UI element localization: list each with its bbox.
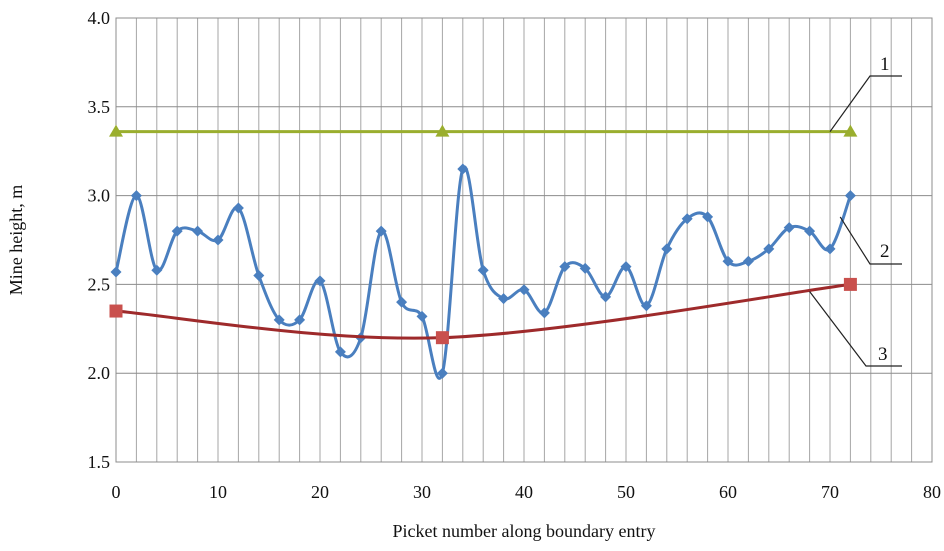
callout-leader-line: [829, 75, 902, 133]
x-axis-title: Picket number along boundary entry: [393, 521, 656, 541]
data-point: [620, 261, 632, 273]
y-axis-title: Mine height, m: [6, 185, 26, 296]
data-point: [559, 261, 571, 273]
plot-area-border: [115, 17, 933, 463]
data-point: [824, 243, 836, 255]
data-point: [702, 211, 714, 223]
x-tick-label: 80: [923, 482, 941, 502]
data-point: [109, 124, 123, 137]
x-tick-label: 20: [311, 482, 329, 502]
data-point: [192, 225, 204, 237]
x-tick-label: 30: [413, 482, 431, 502]
callout-leader-line: [809, 291, 902, 367]
callout-leader-line: [839, 216, 902, 265]
callout-label: 3: [878, 344, 888, 365]
y-tick-label: 3.0: [88, 186, 111, 206]
data-point: [477, 264, 489, 276]
data-point: [742, 255, 754, 267]
data-point: [640, 300, 652, 312]
y-tick-label: 2.0: [88, 363, 111, 383]
data-point: [843, 124, 858, 137]
data-point: [171, 225, 183, 237]
gridlines: [116, 17, 932, 462]
data-point: [294, 314, 306, 326]
data-point: [681, 213, 693, 225]
y-tick-label: 3.5: [88, 97, 111, 117]
data-point: [783, 222, 795, 234]
y-tick-label: 1.5: [88, 452, 111, 472]
data-point: [212, 234, 224, 246]
data-point: [375, 225, 387, 237]
data-point: [763, 243, 775, 255]
data-point: [661, 243, 673, 255]
series-2: [110, 163, 856, 380]
data-point: [600, 291, 612, 303]
callout-label: 2: [880, 241, 890, 262]
data-point: [416, 310, 428, 322]
x-tick-label: 70: [821, 482, 839, 502]
x-axis-ticks: 0 10 20 30 40 50 60 70 80: [112, 482, 942, 502]
data-point: [109, 304, 123, 318]
data-point: [130, 190, 142, 202]
series-1: [109, 124, 858, 137]
annotations: 1 2 3: [809, 54, 902, 367]
data-point: [435, 124, 450, 137]
y-tick-label: 4.0: [88, 8, 111, 28]
x-tick-label: 10: [209, 482, 227, 502]
data-point: [722, 255, 734, 267]
x-tick-label: 40: [515, 482, 533, 502]
data-point: [804, 225, 816, 237]
data-point: [314, 275, 326, 287]
data-point: [232, 202, 244, 214]
data-point: [538, 307, 550, 319]
data-point: [110, 266, 122, 278]
x-tick-label: 0: [112, 482, 121, 502]
data-point: [457, 163, 469, 175]
y-axis-ticks: 1.5 2.0 2.5 3.0 3.5 4.0: [88, 8, 111, 472]
data-point: [436, 367, 448, 379]
data-point: [844, 190, 856, 202]
data-point: [843, 277, 857, 291]
data-point: [518, 284, 530, 296]
series-3: [109, 277, 857, 345]
data-point: [334, 346, 346, 358]
data-point: [435, 331, 449, 345]
x-tick-label: 50: [617, 482, 635, 502]
data-point: [273, 314, 285, 326]
data-point: [396, 296, 408, 308]
series-group: [109, 124, 858, 380]
x-tick-label: 60: [719, 482, 737, 502]
data-point: [253, 270, 265, 282]
data-point: [498, 293, 510, 305]
data-point: [579, 262, 591, 274]
data-point: [151, 264, 163, 276]
callout-label: 1: [880, 54, 890, 75]
y-tick-label: 2.5: [88, 274, 111, 294]
